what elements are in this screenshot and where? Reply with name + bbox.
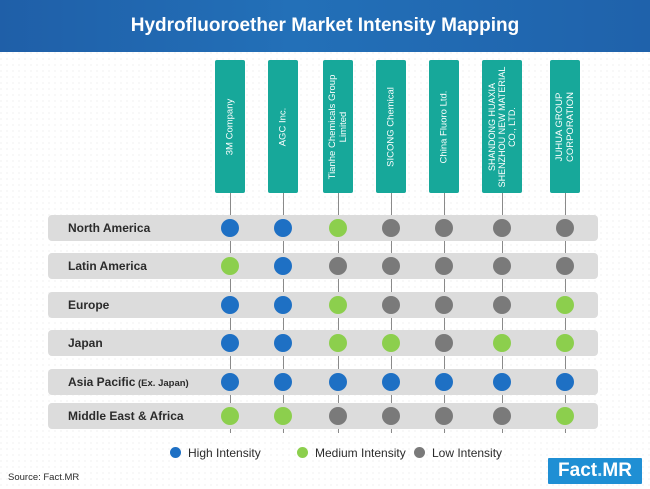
row-label: North America bbox=[68, 215, 150, 241]
intensity-dot-high bbox=[329, 373, 347, 391]
column-header-label: SICONG Chemical bbox=[385, 86, 397, 167]
intensity-dot-medium bbox=[382, 334, 400, 352]
intensity-dot-low bbox=[382, 407, 400, 425]
intensity-dot-high bbox=[221, 219, 239, 237]
column-header-tianhe-chemicals: Tianhe Chemicals Group Limited bbox=[323, 60, 353, 193]
column-header-label: AGC Inc. bbox=[277, 107, 289, 146]
intensity-dot-medium bbox=[556, 407, 574, 425]
intensity-dot-low bbox=[382, 296, 400, 314]
column-header-china-fluoro: China Fluoro Ltd. bbox=[429, 60, 459, 193]
legend-high-dot bbox=[170, 447, 181, 458]
row-label-text: Japan bbox=[68, 336, 103, 350]
intensity-dot-high bbox=[556, 373, 574, 391]
legend-label: Medium Intensity bbox=[315, 446, 406, 460]
column-header-3m-company: 3M Company bbox=[215, 60, 245, 193]
page-title: Hydrofluoroether Market Intensity Mappin… bbox=[130, 15, 520, 36]
column-header-label: SHANDONG HUAXIA SHENZHOU NEW MATERIAL CO… bbox=[487, 66, 517, 187]
intensity-dot-high bbox=[274, 219, 292, 237]
row-label-text: Asia Pacific bbox=[68, 375, 136, 389]
column-header-juhua-group: JUHUA GROUP CORPORATION bbox=[550, 60, 580, 193]
intensity-dot-low bbox=[382, 219, 400, 237]
intensity-dot-low bbox=[329, 257, 347, 275]
column-header-sicong-chemical: SICONG Chemical bbox=[376, 60, 406, 193]
intensity-dot-low bbox=[435, 257, 453, 275]
column-header-label: Tianhe Chemicals Group Limited bbox=[327, 74, 349, 179]
row-middle-east-africa: Middle East & Africa bbox=[48, 403, 598, 429]
legend-low-dot bbox=[414, 447, 425, 458]
intensity-dot-low bbox=[556, 219, 574, 237]
intensity-dot-medium bbox=[274, 407, 292, 425]
legend-label: Low Intensity bbox=[432, 446, 503, 460]
row-label-text: North America bbox=[68, 221, 151, 235]
legend-medium-dot bbox=[297, 447, 308, 458]
intensity-dot-high bbox=[274, 373, 292, 391]
intensity-dot-high bbox=[274, 257, 292, 275]
row-label: Japan bbox=[68, 330, 103, 356]
column-header-label: JUHUA GROUP CORPORATION bbox=[554, 91, 576, 162]
intensity-dot-high bbox=[493, 373, 511, 391]
row-label: Asia Pacific (Ex. Japan) bbox=[68, 369, 189, 395]
intensity-dot-low bbox=[493, 219, 511, 237]
row-label: Middle East & Africa bbox=[68, 403, 184, 429]
intensity-dot-high bbox=[435, 373, 453, 391]
row-label-text: Latin America bbox=[68, 259, 147, 273]
intensity-dot-high bbox=[221, 296, 239, 314]
intensity-dot-medium bbox=[556, 296, 574, 314]
row-europe: Europe bbox=[48, 292, 598, 318]
legend-low: Low Intensity bbox=[414, 445, 502, 461]
row-label: Europe bbox=[68, 292, 109, 318]
intensity-dot-medium bbox=[556, 334, 574, 352]
row-label: Latin America bbox=[68, 253, 147, 279]
intensity-dot-medium bbox=[329, 219, 347, 237]
intensity-dot-medium bbox=[329, 296, 347, 314]
legend-medium: Medium Intensity bbox=[297, 445, 406, 461]
fact-mr-logo: Fact.MR bbox=[548, 458, 642, 484]
legend-label: High Intensity bbox=[188, 446, 261, 460]
intensity-dot-low bbox=[493, 296, 511, 314]
intensity-dot-low bbox=[493, 257, 511, 275]
intensity-dot-low bbox=[435, 334, 453, 352]
intensity-dot-high bbox=[221, 334, 239, 352]
title-bar bbox=[0, 0, 650, 52]
row-japan: Japan bbox=[48, 330, 598, 356]
column-header-agc-inc: AGC Inc. bbox=[268, 60, 298, 193]
intensity-dot-high bbox=[274, 334, 292, 352]
intensity-dot-medium bbox=[493, 334, 511, 352]
column-header-label: China Fluoro Ltd. bbox=[438, 90, 450, 163]
intensity-dot-medium bbox=[221, 257, 239, 275]
intensity-dot-low bbox=[556, 257, 574, 275]
row-asia-pacific: Asia Pacific (Ex. Japan) bbox=[48, 369, 598, 395]
intensity-dot-low bbox=[435, 219, 453, 237]
row-latin-america: Latin America bbox=[48, 253, 598, 279]
column-header-shandong-huaxia: SHANDONG HUAXIA SHENZHOU NEW MATERIAL CO… bbox=[482, 60, 522, 193]
intensity-dot-high bbox=[221, 373, 239, 391]
row-label-text: Middle East & Africa bbox=[68, 409, 184, 423]
intensity-dot-low bbox=[435, 407, 453, 425]
logo-separator: . bbox=[597, 460, 603, 481]
legend-high: High Intensity bbox=[170, 445, 261, 461]
logo-part: MR bbox=[602, 460, 632, 481]
intensity-dot-medium bbox=[329, 334, 347, 352]
intensity-dot-low bbox=[382, 257, 400, 275]
intensity-dot-low bbox=[329, 407, 347, 425]
source-note: Source: Fact.MR bbox=[8, 472, 80, 483]
intensity-dot-medium bbox=[221, 407, 239, 425]
row-north-america: North America bbox=[48, 215, 598, 241]
intensity-dot-low bbox=[435, 296, 453, 314]
intensity-dot-high bbox=[274, 296, 292, 314]
intensity-dot-high bbox=[382, 373, 400, 391]
row-label-text: Europe bbox=[68, 298, 110, 312]
intensity-dot-low bbox=[493, 407, 511, 425]
logo-part: Fact bbox=[558, 460, 598, 481]
column-header-label: 3M Company bbox=[224, 98, 236, 155]
row-label-suffix: (Ex. Japan) bbox=[135, 378, 189, 389]
